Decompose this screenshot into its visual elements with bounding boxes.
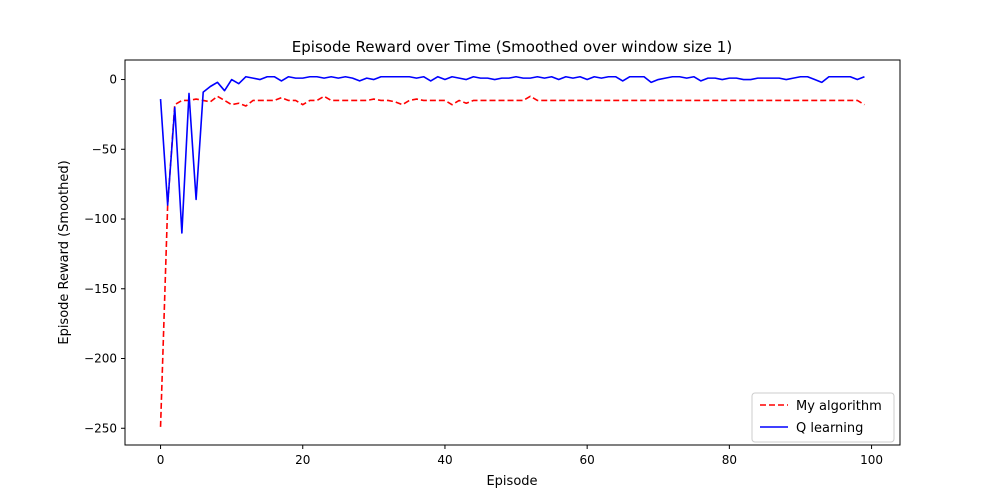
y-tick-label: 0 <box>109 73 117 87</box>
series-line-q-learning <box>159 75 865 234</box>
y-tick-label: −250 <box>84 421 117 435</box>
x-tick-label: 100 <box>860 453 883 467</box>
y-tick-label: −100 <box>84 212 117 226</box>
plot-area-frame <box>124 59 901 446</box>
y-tick-label: −50 <box>92 142 117 156</box>
legend-label: My algorithm <box>796 399 882 414</box>
series-layer <box>159 75 865 427</box>
x-tick-label: 40 <box>437 453 452 467</box>
legend-label: Q learning <box>796 421 863 436</box>
x-axis: 0 20 40 60 80 100 <box>157 445 883 467</box>
y-axis-label: Episode Reward (Smoothed) <box>57 160 72 344</box>
y-tick-label: −200 <box>84 352 117 366</box>
x-axis-label: Episode <box>486 474 537 489</box>
x-tick-label: 60 <box>580 453 595 467</box>
legend: My algorithm Q learning <box>751 392 895 443</box>
y-axis: 0 −50 −100 −150 −200 −250 <box>84 73 125 435</box>
series-line-my-algorithm <box>159 95 865 427</box>
y-tick-label: −150 <box>84 282 117 296</box>
x-tick-label: 80 <box>722 453 737 467</box>
x-tick-label: 20 <box>295 453 310 467</box>
chart-title: Episode Reward over Time (Smoothed over … <box>292 38 732 56</box>
x-tick-label: 0 <box>157 453 165 467</box>
